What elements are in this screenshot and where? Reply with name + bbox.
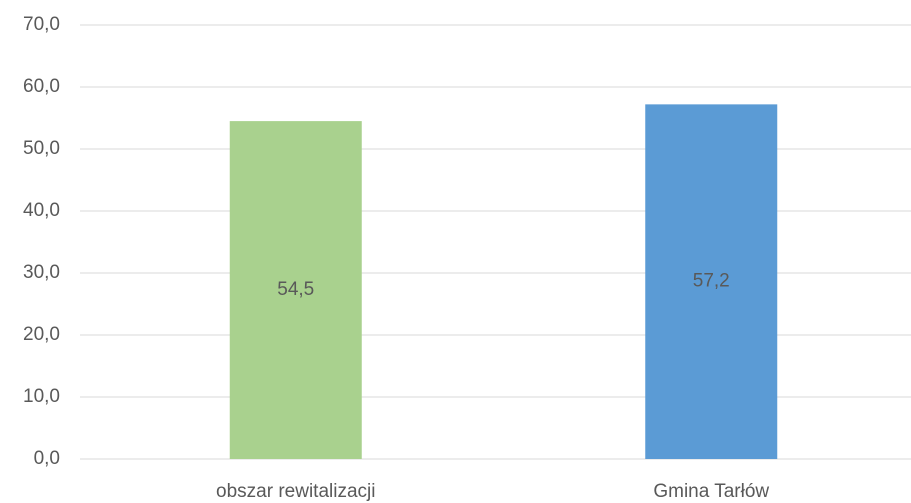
- y-tick-label: 70,0: [23, 14, 60, 35]
- y-tick-label: 0,0: [34, 448, 60, 469]
- x-tick-label: obszar rewitalizacji: [216, 481, 375, 502]
- bar: [645, 104, 778, 460]
- bar: [229, 121, 362, 459]
- value-label: 57,2: [693, 271, 730, 292]
- y-tick-label: 60,0: [23, 76, 60, 97]
- x-tick-label: Gmina Tarłów: [653, 481, 769, 502]
- y-tick-label: 30,0: [23, 262, 60, 283]
- y-tick-label: 50,0: [23, 138, 60, 159]
- y-tick-label: 40,0: [23, 200, 60, 221]
- value-label: 54,5: [277, 279, 314, 300]
- y-tick-label: 20,0: [23, 324, 60, 345]
- y-tick-label: 10,0: [23, 386, 60, 407]
